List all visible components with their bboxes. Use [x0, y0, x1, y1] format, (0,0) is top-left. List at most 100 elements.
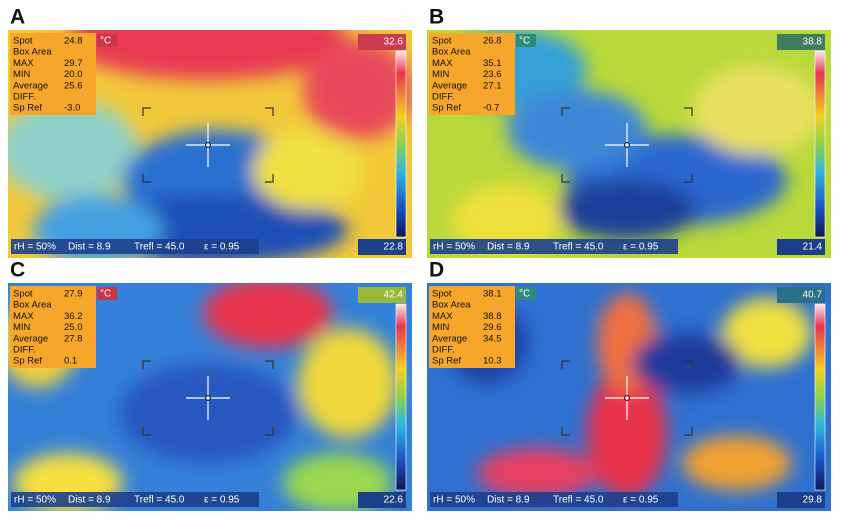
- scale-min: 29.8: [803, 495, 823, 506]
- status-item: Trefl = 45.0: [553, 242, 604, 253]
- reading-name: DIFF.: [13, 345, 36, 356]
- reading-name: Spot: [13, 289, 33, 300]
- status-item: Dist = 8.9: [68, 495, 111, 506]
- scale-min: 22.6: [384, 495, 404, 506]
- reading-value: 38.1: [483, 289, 502, 300]
- status-bar: [430, 239, 678, 254]
- crosshair-center: [624, 395, 630, 401]
- reading-name: Average: [13, 80, 48, 91]
- reading-value: -0.7: [483, 103, 499, 114]
- reading-value: 34.5: [483, 333, 502, 344]
- scale-min-box: [358, 239, 406, 255]
- reading-value: 24.8: [64, 36, 83, 47]
- reading-name: Sp Ref: [13, 103, 42, 114]
- status-bar: [11, 239, 259, 254]
- reading-value: 27.9: [64, 289, 83, 300]
- color-bar: [814, 303, 826, 491]
- reading-name: MAX: [13, 311, 34, 322]
- readings-box: [10, 286, 96, 368]
- unit-box: [516, 34, 536, 47]
- status-item: Dist = 8.9: [487, 242, 530, 253]
- readings-box: [429, 33, 515, 115]
- reading-value: -3.0: [64, 103, 80, 114]
- reading-value: 27.1: [483, 80, 502, 91]
- color-bar: [814, 50, 826, 238]
- heat-blob: [632, 333, 742, 393]
- reading-name: DIFF.: [432, 345, 455, 356]
- reading-value: 25.0: [64, 322, 83, 333]
- color-bar: [395, 50, 407, 238]
- status-item: Trefl = 45.0: [553, 495, 604, 506]
- heat-blob: [452, 185, 562, 255]
- crosshair: [186, 376, 230, 420]
- heat-blob: [557, 180, 697, 240]
- heat-blob: [68, 30, 348, 80]
- status-item: ε = 0.95: [623, 495, 659, 506]
- scale-min: 21.4: [803, 242, 823, 253]
- reading-value: 38.8: [483, 311, 502, 322]
- scale-min: 22.8: [384, 242, 404, 253]
- reading-name: MAX: [432, 311, 453, 322]
- scale-min-box: [777, 492, 825, 508]
- reading-value: 29.7: [64, 58, 83, 69]
- unit: °C: [100, 36, 111, 47]
- reading-value: 36.2: [64, 311, 83, 322]
- reading-name: Sp Ref: [432, 103, 461, 114]
- reading-name: MIN: [13, 69, 31, 80]
- reading-value: 27.8: [64, 333, 83, 344]
- reading-name: Box Area: [432, 47, 471, 58]
- status-item: rH = 50%: [14, 242, 56, 253]
- reading-name: Spot: [432, 289, 452, 300]
- status-item: Dist = 8.9: [487, 495, 530, 506]
- reading-name: MIN: [432, 69, 450, 80]
- crosshair-center: [205, 395, 211, 401]
- reading-value: 35.1: [483, 58, 502, 69]
- box-corners: [561, 107, 693, 183]
- status-bar: [430, 492, 678, 507]
- reading-name: Average: [432, 80, 467, 91]
- reading-name: DIFF.: [432, 92, 455, 103]
- reading-value: 0.1: [64, 356, 77, 367]
- reading-value: 23.6: [483, 69, 502, 80]
- unit-box: [97, 34, 117, 47]
- reading-value: 10.3: [483, 356, 502, 367]
- scale-max-box: [358, 34, 406, 50]
- status-item: ε = 0.95: [204, 242, 240, 253]
- panel-label: C: [10, 259, 25, 282]
- color-bar: [395, 303, 407, 491]
- status-item: rH = 50%: [433, 242, 475, 253]
- heat-blob: [298, 328, 398, 438]
- scale-min-box: [358, 492, 406, 508]
- thermal-image: [427, 30, 831, 258]
- heat-blob: [682, 435, 792, 491]
- box-corners: [561, 360, 693, 436]
- heat-blob: [587, 368, 667, 498]
- crosshair-center: [205, 142, 211, 148]
- reading-name: Sp Ref: [13, 356, 42, 367]
- reading-value: 25.6: [64, 80, 83, 91]
- heat-blob: [477, 448, 597, 498]
- reading-name: MAX: [432, 58, 453, 69]
- status-item: rH = 50%: [14, 495, 56, 506]
- unit-box: [97, 287, 117, 300]
- crosshair: [605, 376, 649, 420]
- status-item: rH = 50%: [433, 495, 475, 506]
- scale-max-box: [777, 34, 825, 50]
- heat-blobs: [8, 30, 412, 258]
- status-item: Trefl = 45.0: [134, 242, 185, 253]
- reading-name: Spot: [432, 36, 452, 47]
- unit: °C: [519, 289, 530, 300]
- readings-box: [10, 33, 96, 115]
- box-corners: [142, 360, 274, 436]
- reading-value: 20.0: [64, 69, 83, 80]
- scale-max-box: [358, 287, 406, 303]
- status-item: Trefl = 45.0: [134, 495, 185, 506]
- box-corners: [142, 107, 274, 183]
- reading-value: 29.6: [483, 322, 502, 333]
- reading-value: 26.8: [483, 36, 502, 47]
- unit-box: [516, 287, 536, 300]
